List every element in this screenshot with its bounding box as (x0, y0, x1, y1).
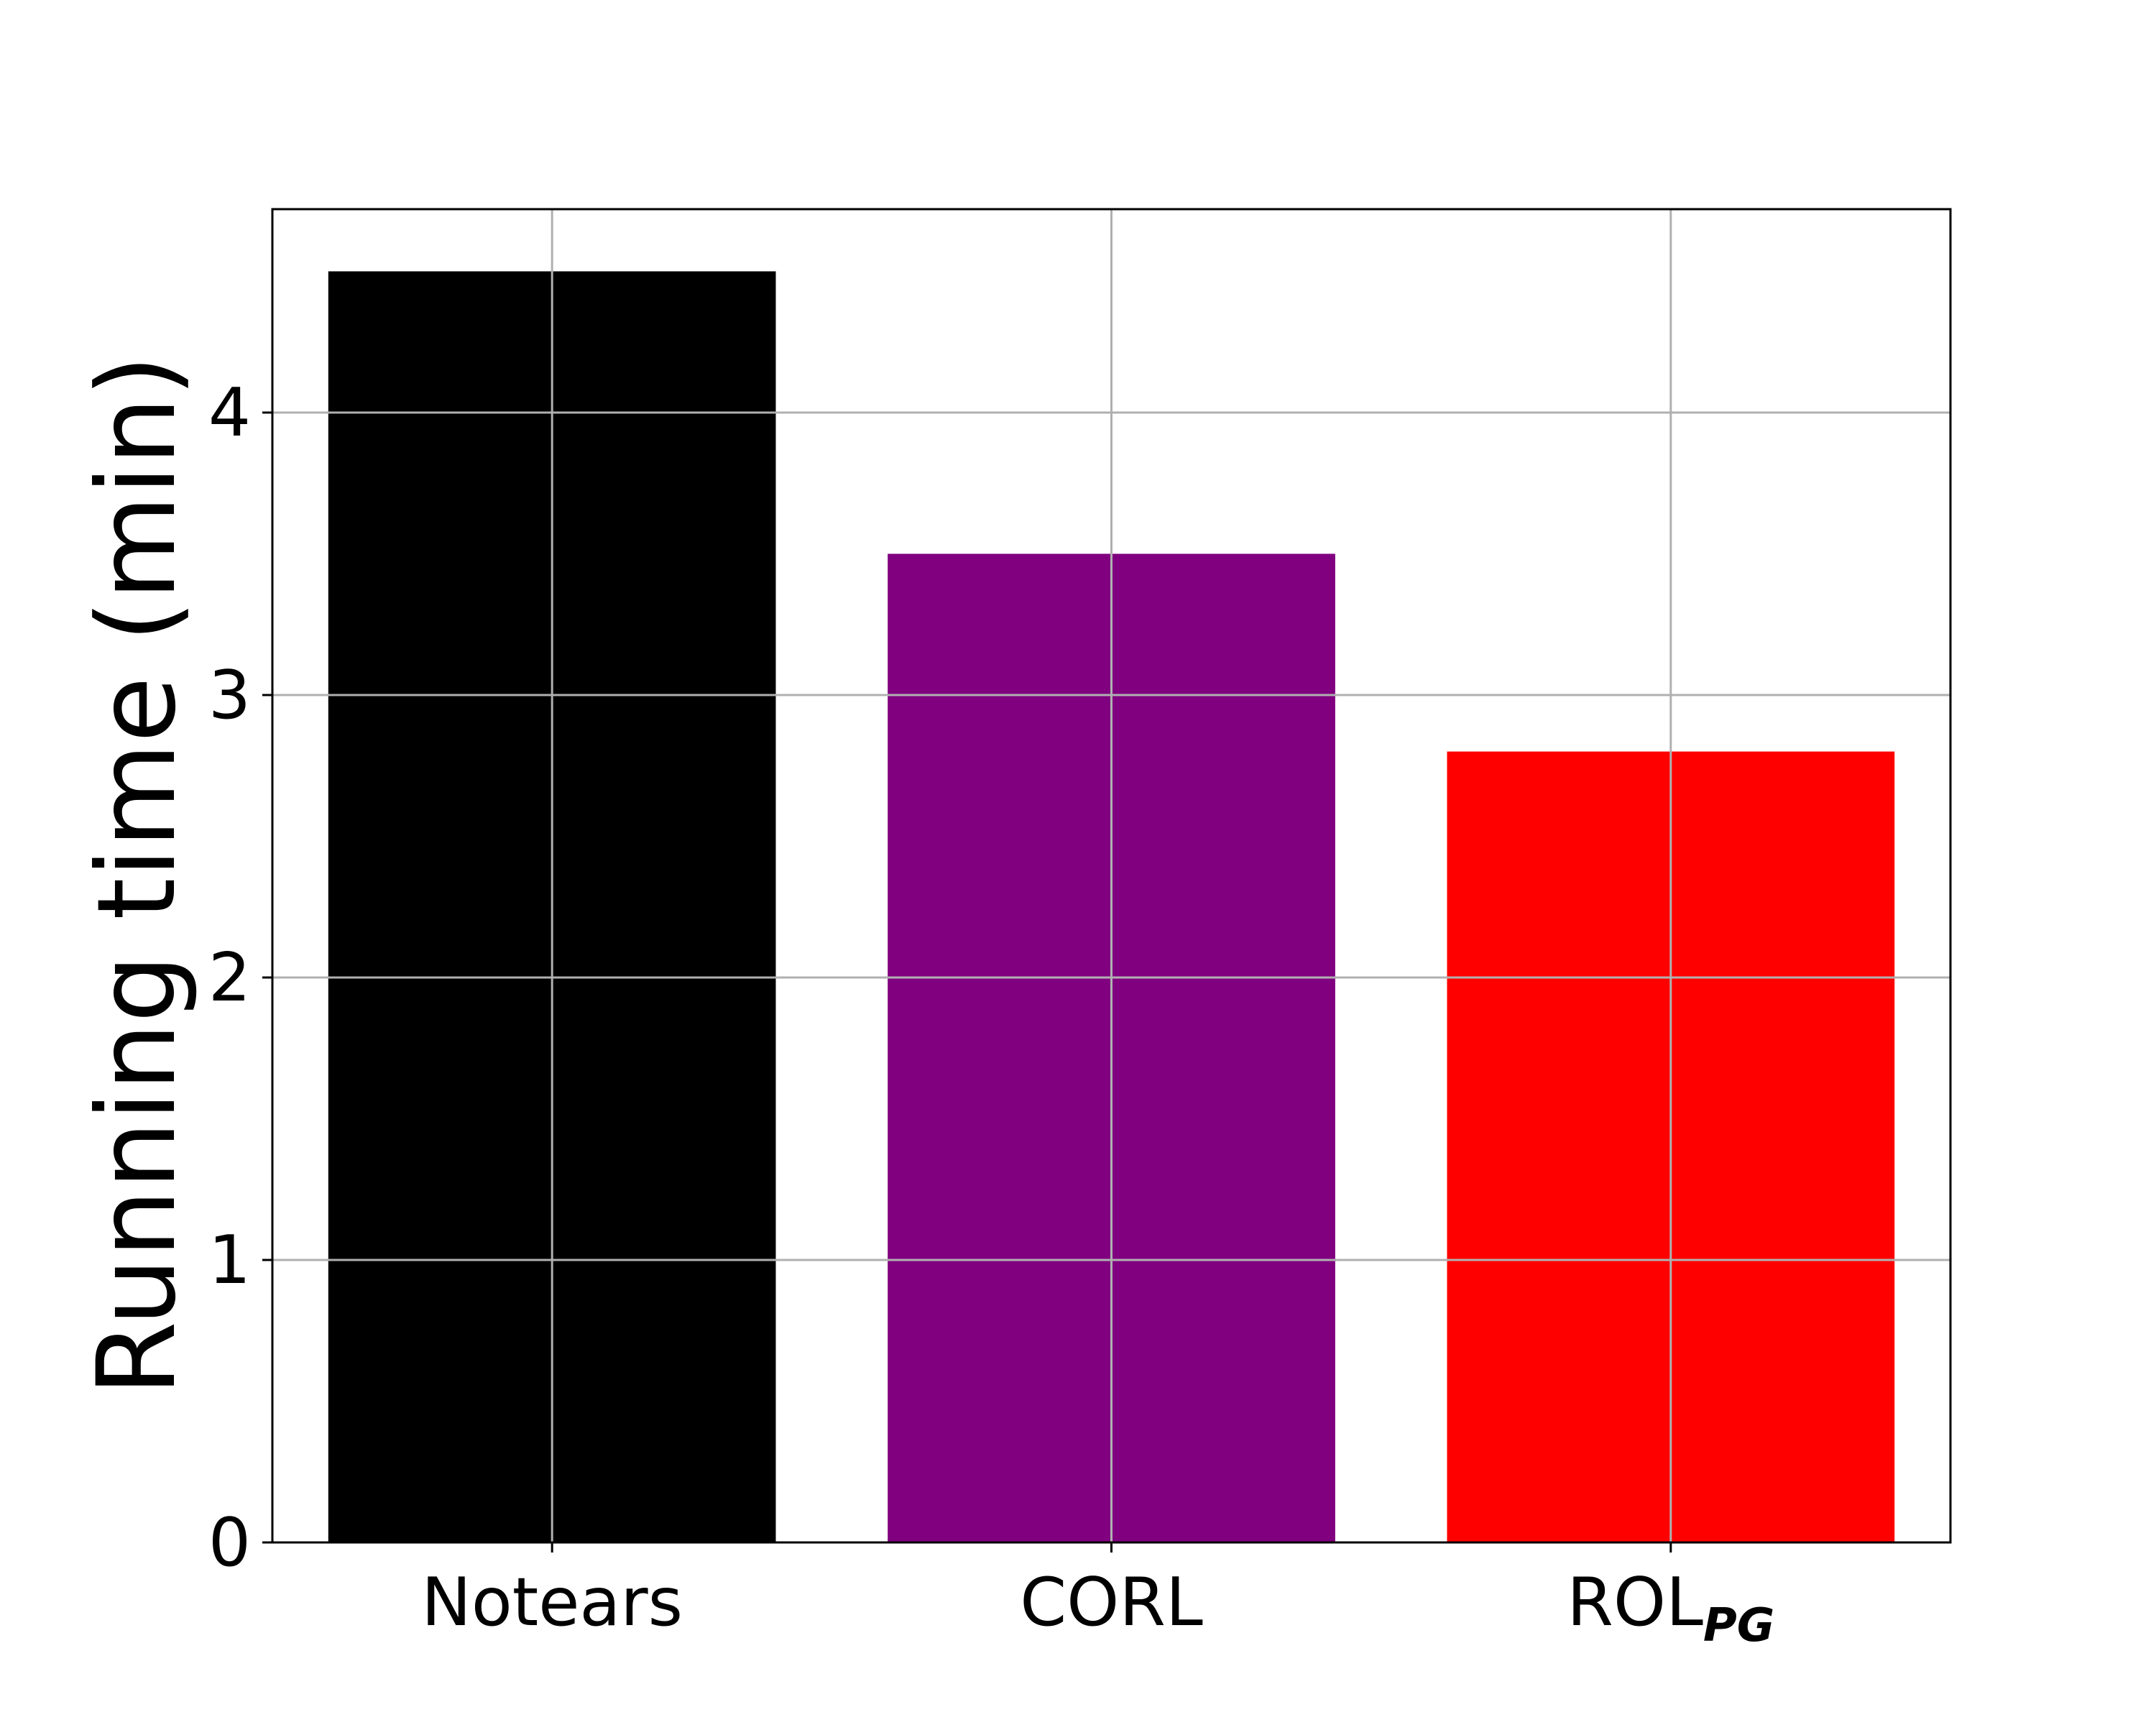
y-tick-label: 4 (208, 374, 251, 451)
grid (272, 209, 1950, 1542)
y-tick-label: 0 (208, 1504, 251, 1581)
x-tick-label-corl: CORL (1020, 1563, 1203, 1641)
y-tick-label: 2 (208, 939, 251, 1016)
y-axis-title: Running time (min) (75, 355, 200, 1397)
x-tick-label-rol: ROLPG (1567, 1563, 1774, 1652)
y-tick-label: 3 (208, 656, 251, 734)
ticks (262, 411, 1672, 1552)
x-tick-label-notears: Notears (421, 1563, 683, 1641)
labels: 0 1 2 3 4 Notears CORL ROLPG (208, 374, 1775, 1652)
y-tick-label: 1 (208, 1221, 251, 1299)
